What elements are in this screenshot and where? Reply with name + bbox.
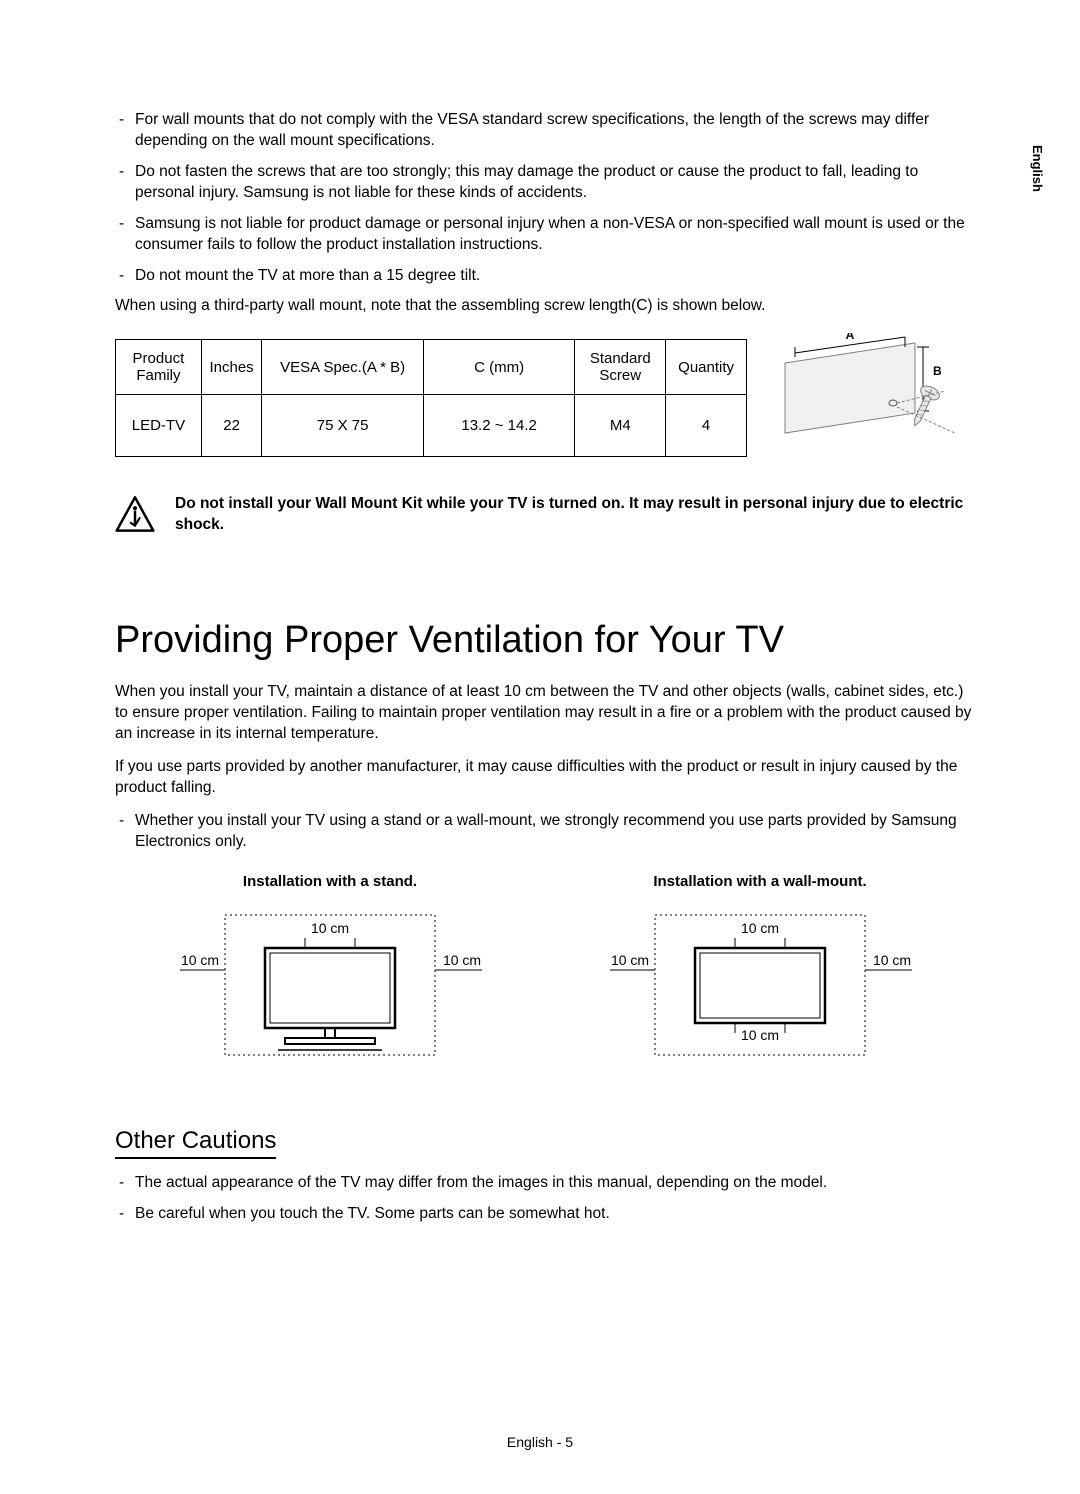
stand-install-diagram: Installation with a stand. 10 cm 10 cm 1… (170, 873, 490, 1075)
table-header: C (mm) (423, 340, 574, 395)
list-item: Do not mount the TV at more than a 15 de… (115, 266, 975, 287)
wall-caption: Installation with a wall-mount. (600, 873, 920, 890)
dim-top: 10 cm (741, 920, 779, 936)
dim-left: 10 cm (181, 952, 219, 968)
table-cell: M4 (575, 395, 666, 457)
dim-right: 10 cm (443, 952, 481, 968)
table-header: Standard Screw (575, 340, 666, 395)
table-header: VESA Spec.(A * B) (262, 340, 424, 395)
table-cell: 22 (201, 395, 262, 457)
dim-b-label: B (933, 364, 942, 378)
page-title: Providing Proper Ventilation for Your TV (115, 619, 975, 662)
page-footer: English - 5 (0, 1434, 1080, 1450)
ventilation-p1: When you install your TV, maintain a dis… (115, 682, 975, 745)
other-cautions-heading: Other Cautions (115, 1127, 276, 1159)
warning-text: Do not install your Wall Mount Kit while… (175, 494, 975, 536)
screw-paragraph: When using a third-party wall mount, not… (115, 296, 975, 317)
warning-icon (115, 494, 155, 539)
mount-diagram: A B (765, 329, 975, 458)
table-cell: 75 X 75 (262, 395, 424, 457)
list-item: Do not fasten the screws that are too st… (115, 162, 975, 204)
list-item: The actual appearance of the TV may diff… (115, 1173, 975, 1194)
list-item: Be careful when you touch the TV. Some p… (115, 1204, 975, 1225)
table-header: Inches (201, 340, 262, 395)
dim-top: 10 cm (311, 920, 349, 936)
dim-bottom: 10 cm (741, 1027, 779, 1043)
dim-left: 10 cm (611, 952, 649, 968)
table-cell: 4 (666, 395, 747, 457)
wall-install-diagram: Installation with a wall-mount. 10 cm 10… (600, 873, 920, 1075)
table-row: LED-TV 22 75 X 75 13.2 ~ 14.2 M4 4 (116, 395, 747, 457)
warning-block: Do not install your Wall Mount Kit while… (115, 494, 975, 539)
list-item: Whether you install your TV using a stan… (115, 811, 975, 853)
table-header-row: Product Family Inches VESA Spec.(A * B) … (116, 340, 747, 395)
table-header: Quantity (666, 340, 747, 395)
ventilation-bullets: Whether you install your TV using a stan… (115, 811, 975, 853)
cautions-list: The actual appearance of the TV may diff… (115, 1173, 975, 1225)
list-item: For wall mounts that do not comply with … (115, 110, 975, 152)
spec-table: Product Family Inches VESA Spec.(A * B) … (115, 339, 747, 457)
dim-a-label: A (846, 333, 855, 342)
table-cell: LED-TV (116, 395, 202, 457)
stand-caption: Installation with a stand. (170, 873, 490, 890)
table-header: Product Family (116, 340, 202, 395)
language-side-label: English (1030, 145, 1045, 192)
list-item: Samsung is not liable for product damage… (115, 214, 975, 256)
top-bullet-list: For wall mounts that do not comply with … (115, 110, 975, 286)
table-cell: 13.2 ~ 14.2 (423, 395, 574, 457)
dim-right: 10 cm (873, 952, 911, 968)
ventilation-p2: If you use parts provided by another man… (115, 757, 975, 799)
